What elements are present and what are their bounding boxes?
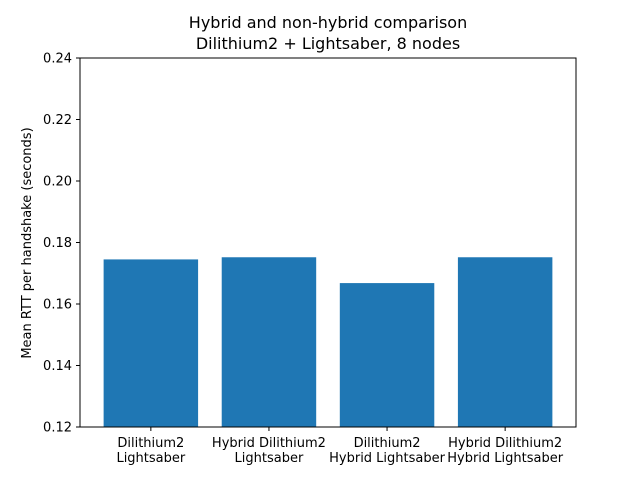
bars-group	[103, 257, 553, 427]
y-tick-label-3: 0.18	[43, 236, 72, 251]
y-tick-label-6: 0.24	[43, 52, 72, 67]
y-tick-label-2: 0.16	[43, 298, 72, 313]
y-tick-label-1: 0.14	[43, 359, 72, 374]
chart-title-line-2: Dilithium2 + Lightsaber, 8 nodes	[196, 34, 460, 53]
x-tick-label-0-1: Lightsaber	[116, 451, 185, 466]
x-tick-label-2-0: Dilithium2	[354, 436, 421, 451]
y-tick-label-5: 0.22	[43, 113, 72, 128]
bar-2	[339, 283, 435, 427]
bar-0	[103, 259, 199, 427]
y-ticks-group: 0.12 0.14 0.16 0.18 0.20 0.22 0.24	[43, 52, 80, 436]
x-tick-label-2-1: Hybrid Lightsaber	[329, 451, 445, 466]
bar-3	[457, 257, 553, 427]
y-tick-label-0: 0.12	[43, 421, 72, 436]
y-tick-label-4: 0.20	[43, 175, 72, 190]
x-tick-label-1-0: Hybrid Dilithium2	[212, 436, 326, 451]
x-tick-label-1-1: Lightsaber	[235, 451, 304, 466]
bar-1	[221, 257, 317, 427]
y-axis-label: Mean RTT per handshake (seconds)	[20, 127, 35, 358]
plot-frame	[79, 57, 577, 428]
chart-title-line-1: Hybrid and non-hybrid comparison	[189, 13, 467, 32]
x-tick-label-3-1: Hybrid Lightsaber	[447, 451, 563, 466]
x-tick-label-0-0: Dilithium2	[117, 436, 184, 451]
x-tick-label-3-0: Hybrid Dilithium2	[448, 436, 562, 451]
